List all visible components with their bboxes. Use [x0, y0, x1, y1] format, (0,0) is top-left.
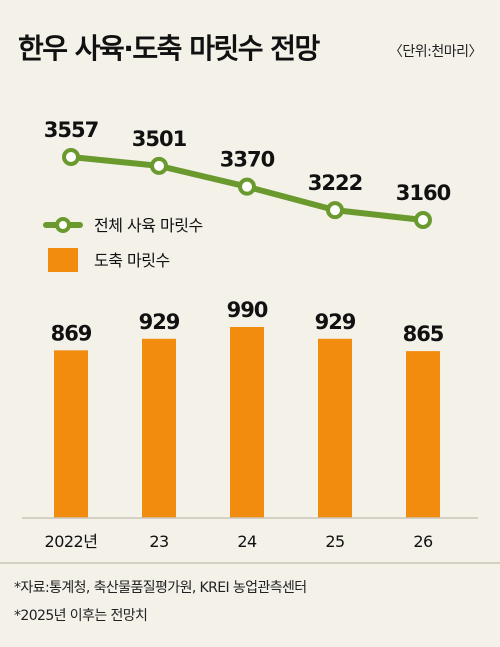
bar-value-label: 865 — [403, 322, 444, 346]
unit-label: 〈단위:천마리〉 — [389, 44, 482, 60]
line-value-label: 3370 — [220, 148, 275, 172]
bar-value-label: 929 — [139, 310, 180, 334]
bars-layer — [54, 327, 440, 518]
x-axis-ticks: 2022년 23 24 25 26 — [45, 532, 434, 551]
line-layer — [62, 148, 432, 229]
chart-title: 한우 사육·도축 마릿수 전망 — [18, 32, 320, 65]
x-tick-label: 24 — [237, 532, 257, 551]
bar-1 — [142, 338, 176, 518]
line-value-label: 3501 — [132, 127, 187, 151]
bar-3 — [318, 338, 352, 518]
legend-bar-swatch — [48, 248, 78, 272]
legend-bar-label: 도축 마릿수 — [94, 251, 170, 270]
x-tick-label: 2022년 — [45, 532, 98, 551]
source-note: *자료:통계청, 축산물품질평가원, KREI 농업관측센터 — [14, 580, 307, 596]
x-tick-label: 25 — [325, 532, 344, 551]
bar-value-label: 990 — [227, 298, 268, 322]
line-point-0 — [62, 148, 80, 166]
line-point-4 — [414, 211, 432, 229]
line-point-3 — [326, 201, 344, 220]
bar-4 — [406, 351, 440, 518]
forecast-note: *2025년 이후는 전망치 — [14, 608, 147, 624]
line-value-label: 3557 — [44, 118, 98, 142]
legend-line-label: 전체 사육 마릿수 — [94, 216, 203, 235]
line-value-label: 3160 — [396, 181, 451, 205]
labels-layer: 869 929 990 929 865 3557 3501 3370 3222 3160 — [44, 118, 452, 346]
x-tick-label: 23 — [149, 532, 168, 551]
bar-value-label: 929 — [315, 310, 356, 334]
legend-line-marker — [55, 217, 71, 233]
line-point-1 — [150, 156, 168, 175]
bar-2 — [230, 327, 264, 518]
bar-0 — [54, 350, 88, 518]
bar-value-label: 869 — [51, 321, 92, 345]
x-tick-label: 26 — [413, 532, 433, 551]
legend: 전체 사육 마릿수 도축 마릿수 — [43, 216, 203, 272]
line-value-label: 3222 — [308, 171, 362, 195]
line-point-2 — [238, 177, 256, 196]
